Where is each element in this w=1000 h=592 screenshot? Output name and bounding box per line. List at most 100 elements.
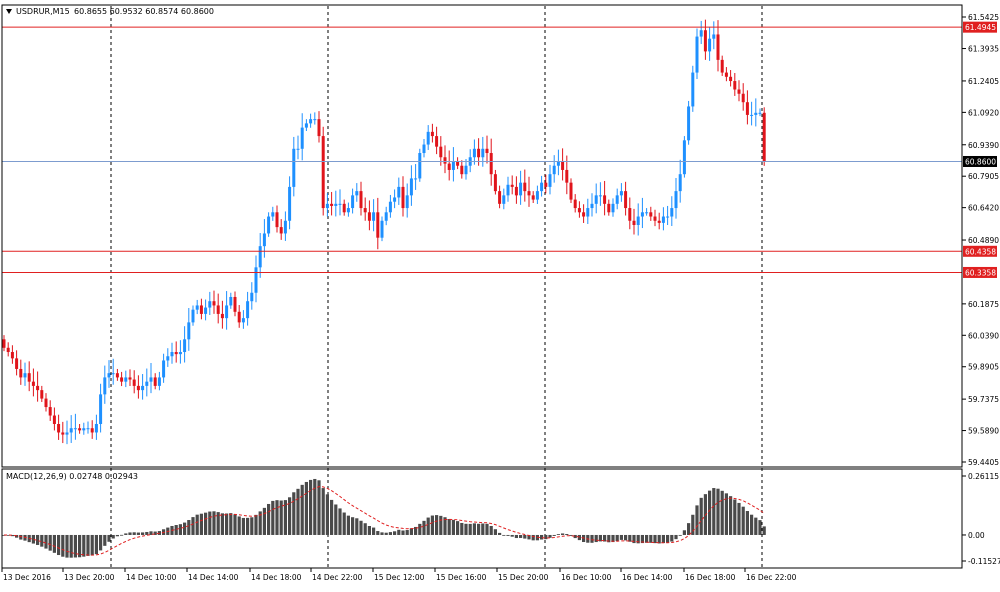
macd-histogram-bar xyxy=(233,514,237,535)
candle-body xyxy=(582,212,586,217)
macd-histogram-bar xyxy=(40,534,44,547)
macd-histogram-bar xyxy=(86,534,90,556)
macd-histogram-bar xyxy=(498,532,502,535)
macd-histogram-bar xyxy=(376,531,380,535)
price-tick-label: 60.6420 xyxy=(968,204,999,213)
candle-body xyxy=(603,195,607,204)
candle-body xyxy=(48,407,52,416)
candle-body xyxy=(220,313,224,319)
macd-histogram-bar xyxy=(619,534,623,540)
candle-body xyxy=(36,385,40,391)
candle-body xyxy=(271,212,275,217)
candle-body xyxy=(645,212,649,214)
macd-histogram-bar xyxy=(468,523,472,535)
candle-body xyxy=(15,358,19,369)
candle-body xyxy=(229,296,233,306)
candle-body xyxy=(359,191,363,209)
candle-body xyxy=(418,153,422,179)
candle-body xyxy=(409,178,413,196)
ohlc-label: 60.8655 60.9532 60.8574 60.8600 xyxy=(74,7,214,16)
candle-body xyxy=(78,428,82,431)
macd-histogram-bar xyxy=(720,490,724,535)
macd-histogram-bar xyxy=(367,526,371,535)
candle-body xyxy=(451,161,455,170)
candle-body xyxy=(388,201,392,213)
macd-tick-label: 0.26115 xyxy=(968,472,999,481)
candle-body xyxy=(430,131,434,137)
candle-body xyxy=(258,246,262,268)
candle-body xyxy=(678,174,682,192)
candle-body xyxy=(674,191,678,209)
macd-histogram-bar xyxy=(220,513,224,535)
macd-histogram-bar xyxy=(296,488,300,535)
candle-body xyxy=(334,203,338,206)
macd-histogram-bar xyxy=(691,514,695,535)
candle-body xyxy=(750,114,754,116)
macd-histogram-bar xyxy=(61,534,65,557)
candle-body xyxy=(405,195,409,209)
macd-histogram-bar xyxy=(737,502,741,535)
chart-menu-triangle-icon[interactable] xyxy=(6,9,12,14)
macd-histogram-bar xyxy=(153,531,157,535)
macd-histogram-bar xyxy=(481,523,485,535)
candle-body xyxy=(166,356,170,361)
macd-histogram-bar xyxy=(145,531,149,535)
candle-body xyxy=(729,76,733,82)
macd-signal-line xyxy=(4,486,765,556)
candle-body xyxy=(115,373,119,378)
price-level-label: 60.3358 xyxy=(965,268,996,277)
macd-histogram-bar xyxy=(447,519,451,535)
macd-histogram-bar xyxy=(149,531,153,535)
candle-body xyxy=(199,305,203,314)
macd-histogram-bar xyxy=(729,496,733,535)
macd-histogram-bar xyxy=(292,492,296,535)
candle-body xyxy=(52,415,56,424)
macd-histogram-bar xyxy=(111,534,115,539)
candle-body xyxy=(598,195,602,197)
macd-histogram-bar xyxy=(279,500,283,535)
candle-body xyxy=(149,377,153,382)
macd-histogram-bar xyxy=(682,530,686,535)
candle-body xyxy=(472,148,476,158)
candle-body xyxy=(640,212,644,217)
candle-body xyxy=(94,423,98,433)
candle-body xyxy=(628,208,632,221)
price-tick-label: 60.0390 xyxy=(968,331,999,340)
macd-histogram-bar xyxy=(313,478,317,535)
candle-body xyxy=(523,182,527,192)
candle-body xyxy=(86,428,90,430)
candle-body xyxy=(195,305,199,310)
macd-histogram-bar xyxy=(10,534,14,537)
macd-histogram-bar xyxy=(191,517,195,535)
macd-histogram-bar xyxy=(208,511,212,535)
candle-body xyxy=(183,339,187,353)
main-chart-frame xyxy=(1,4,963,468)
macd-histogram-bar xyxy=(372,527,376,535)
macd-histogram-bar xyxy=(426,517,430,535)
macd-histogram-bar xyxy=(90,534,94,556)
candle-body xyxy=(569,182,573,200)
macd-histogram-bar xyxy=(187,520,191,535)
macd-histogram-bar xyxy=(300,484,304,535)
candle-body xyxy=(691,72,695,107)
candle-body xyxy=(422,144,426,154)
candle-body xyxy=(170,352,174,357)
macd-histogram-bar xyxy=(262,507,266,535)
macd-histogram-bar xyxy=(65,534,69,558)
macd-histogram-bar xyxy=(325,494,329,535)
candle-body xyxy=(283,220,287,234)
candle-body xyxy=(292,148,296,187)
macd-histogram-bar xyxy=(519,534,523,538)
macd-histogram-bar xyxy=(485,523,489,535)
candle-body xyxy=(191,309,195,323)
macd-histogram-bar xyxy=(6,534,10,536)
price-level-tag xyxy=(963,155,997,167)
macd-histogram-bar xyxy=(670,534,674,542)
price-level-label: 60.4358 xyxy=(965,247,996,256)
candle-body xyxy=(300,127,304,149)
macd-histogram-bar xyxy=(288,497,292,535)
candle-body xyxy=(745,102,749,115)
candle-body xyxy=(464,165,468,175)
